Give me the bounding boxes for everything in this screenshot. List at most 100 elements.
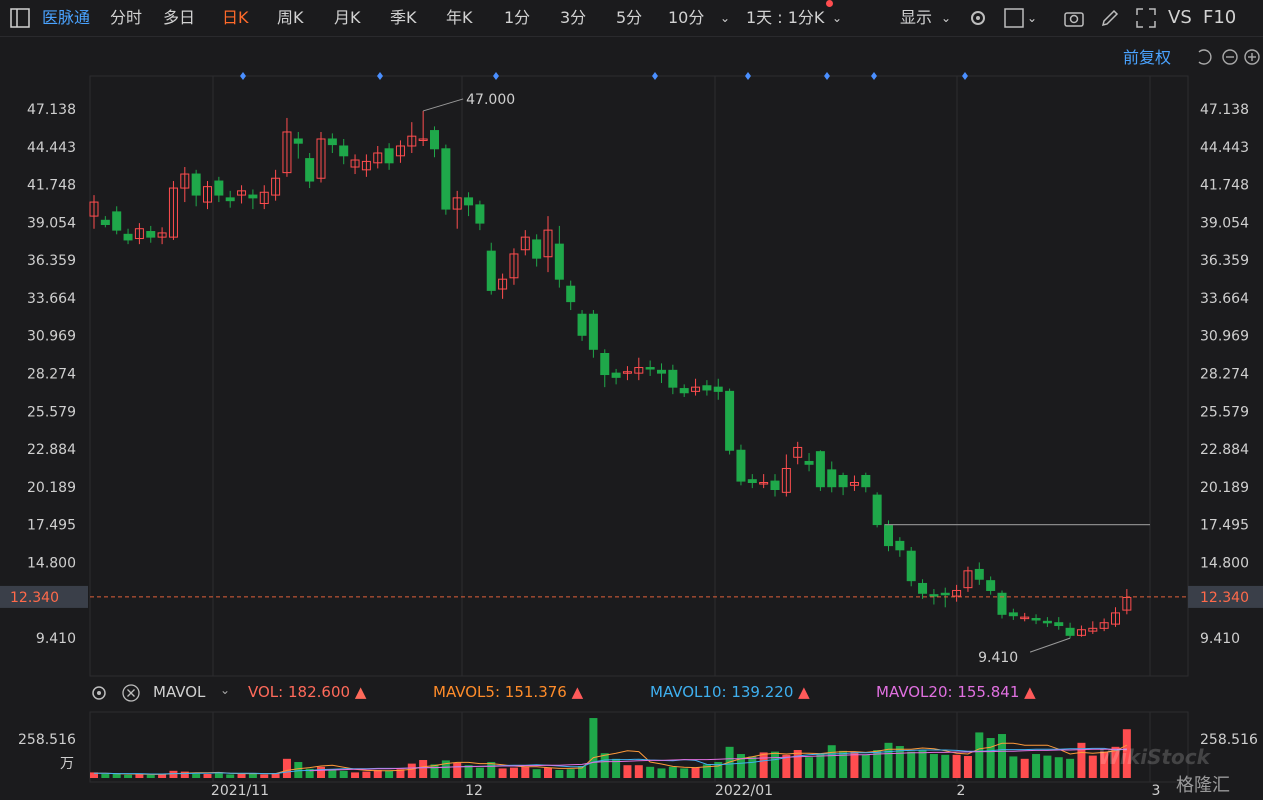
tab-period-4[interactable]: 月K — [334, 8, 361, 27]
volume-bar — [827, 745, 836, 778]
candle — [770, 480, 780, 491]
volume-bar — [657, 768, 666, 778]
chevron-down-icon[interactable]: ⌄ — [720, 11, 731, 25]
f10-button[interactable]: F10 — [1203, 7, 1237, 28]
interval-selector[interactable]: 1天 : 1分K — [746, 8, 825, 27]
zoom-in-icon[interactable] — [1244, 49, 1260, 65]
chevron-down-icon[interactable]: ⌄ — [220, 683, 231, 697]
vs-button[interactable]: VS — [1168, 7, 1192, 28]
tab-period-2[interactable]: 日K — [222, 8, 249, 27]
volume-bar — [192, 773, 201, 778]
up-arrow-icon: ▲ — [1024, 683, 1036, 701]
price-tick-left: 36.359 — [27, 253, 76, 269]
volume-bar — [498, 768, 507, 778]
volume-bar — [271, 773, 280, 778]
fullscreen-icon[interactable] — [1136, 8, 1156, 28]
candle — [668, 369, 678, 388]
tab-period-3[interactable]: 周K — [277, 8, 304, 27]
volume-bar — [544, 767, 552, 778]
volume-bar — [1122, 729, 1131, 778]
candle — [929, 594, 939, 597]
gear-icon[interactable] — [968, 8, 988, 28]
volume-bar — [328, 770, 337, 778]
price-axis-left: 47.138 44.443 41.748 39.054 36.359 33.664 30.9… — [27, 102, 76, 647]
volume-bar — [373, 770, 382, 778]
candle — [906, 550, 916, 582]
event-marker — [824, 72, 830, 80]
close-icon[interactable] — [122, 684, 140, 702]
candle — [1088, 627, 1098, 632]
volume-bar — [407, 763, 416, 778]
volume-bar — [839, 750, 848, 778]
display-menu[interactable]: 显示 — [900, 8, 933, 27]
volume-bar — [1054, 757, 1063, 778]
tab-period-8[interactable]: 3分 — [560, 8, 587, 27]
volume-bar — [339, 770, 348, 778]
candle — [566, 285, 576, 303]
price-tick-left: 39.054 — [27, 215, 76, 231]
camera-icon[interactable] — [1064, 8, 1084, 28]
candle — [168, 187, 178, 238]
candle — [123, 233, 133, 241]
price-tick-right: 25.579 — [1200, 404, 1249, 420]
tab-period-6[interactable]: 年K — [446, 8, 473, 27]
toolbar: 医脉通 分时 多日 日K 周K 月K 季K 年K 1分 3分 5分 10分 ⌄ … — [0, 0, 1263, 37]
candle — [611, 372, 621, 378]
volume-bar — [1066, 758, 1075, 778]
volume-bar — [759, 752, 768, 778]
tab-period-5[interactable]: 季K — [390, 8, 417, 27]
time-axis: 2021/11 12 2022/01 2 3 — [211, 783, 1161, 799]
pencil-icon[interactable] — [1100, 8, 1120, 28]
layout-icon[interactable] — [1004, 8, 1024, 28]
tab-period-1[interactable]: 多日 — [163, 8, 196, 27]
candle — [418, 138, 428, 141]
volume-bar — [918, 750, 927, 778]
tab-period-7[interactable]: 1分 — [504, 8, 531, 27]
price-tick-right: 20.189 — [1200, 480, 1249, 496]
chevron-down-icon[interactable]: ⌄ — [941, 11, 952, 25]
candle — [940, 592, 950, 596]
price-tick-right: 17.495 — [1200, 518, 1249, 534]
gear-icon[interactable] — [90, 684, 108, 702]
reset-icon[interactable] — [1198, 49, 1212, 65]
volume-bar — [1111, 746, 1120, 778]
tab-period-0[interactable]: 分时 — [110, 8, 143, 27]
tab-period-9[interactable]: 5分 — [616, 8, 643, 27]
price-tick-right: 9.410 — [1200, 631, 1240, 647]
candle — [1031, 618, 1041, 621]
candle — [577, 313, 587, 336]
candle — [237, 190, 247, 196]
chevron-down-icon[interactable]: ⌄ — [1027, 11, 1038, 25]
volume-bar — [419, 760, 428, 778]
chevron-down-icon[interactable]: ⌄ — [832, 11, 843, 25]
candle — [259, 191, 269, 204]
zoom-out-icon[interactable] — [1222, 49, 1238, 65]
kline-chart[interactable]: 47.138 44.443 41.748 39.054 36.359 33.664 30.9… — [0, 36, 1263, 800]
volume-bar — [702, 764, 711, 778]
volume-bar — [929, 754, 938, 778]
volume-bar — [907, 751, 916, 778]
indicator-name[interactable]: MAVOL — [153, 683, 206, 701]
candle — [827, 469, 837, 488]
sidebar-toggle-icon[interactable] — [10, 0, 30, 36]
brand-link[interactable]: 医脉通 — [42, 8, 91, 27]
adjust-mode-button[interactable]: 前复权 — [1123, 48, 1172, 67]
tab-period-10[interactable]: 10分 — [668, 8, 705, 27]
price-axis-right: 47.138 44.443 41.748 39.054 36.359 33.664 30.9… — [1200, 102, 1249, 647]
candle — [214, 180, 224, 196]
volume-max-tick-right: 258.516 — [1200, 732, 1258, 748]
candle — [248, 194, 258, 199]
volume-bar — [805, 757, 814, 778]
volume-legend: MAVOL ⌄ VOL: 182.600 ▲ MAVOL5: 151.376 ▲… — [0, 678, 1263, 708]
candle — [600, 353, 610, 376]
price-tick-right: 44.443 — [1200, 140, 1249, 156]
event-marker — [377, 72, 383, 80]
notification-dot — [826, 0, 833, 7]
candle — [327, 138, 337, 146]
price-tick-left: 28.274 — [27, 367, 76, 383]
price-tick-right: 39.054 — [1200, 215, 1249, 231]
volume-bar — [351, 772, 360, 778]
candle — [657, 369, 666, 374]
volume-bar — [975, 732, 984, 778]
candle — [997, 592, 1007, 615]
